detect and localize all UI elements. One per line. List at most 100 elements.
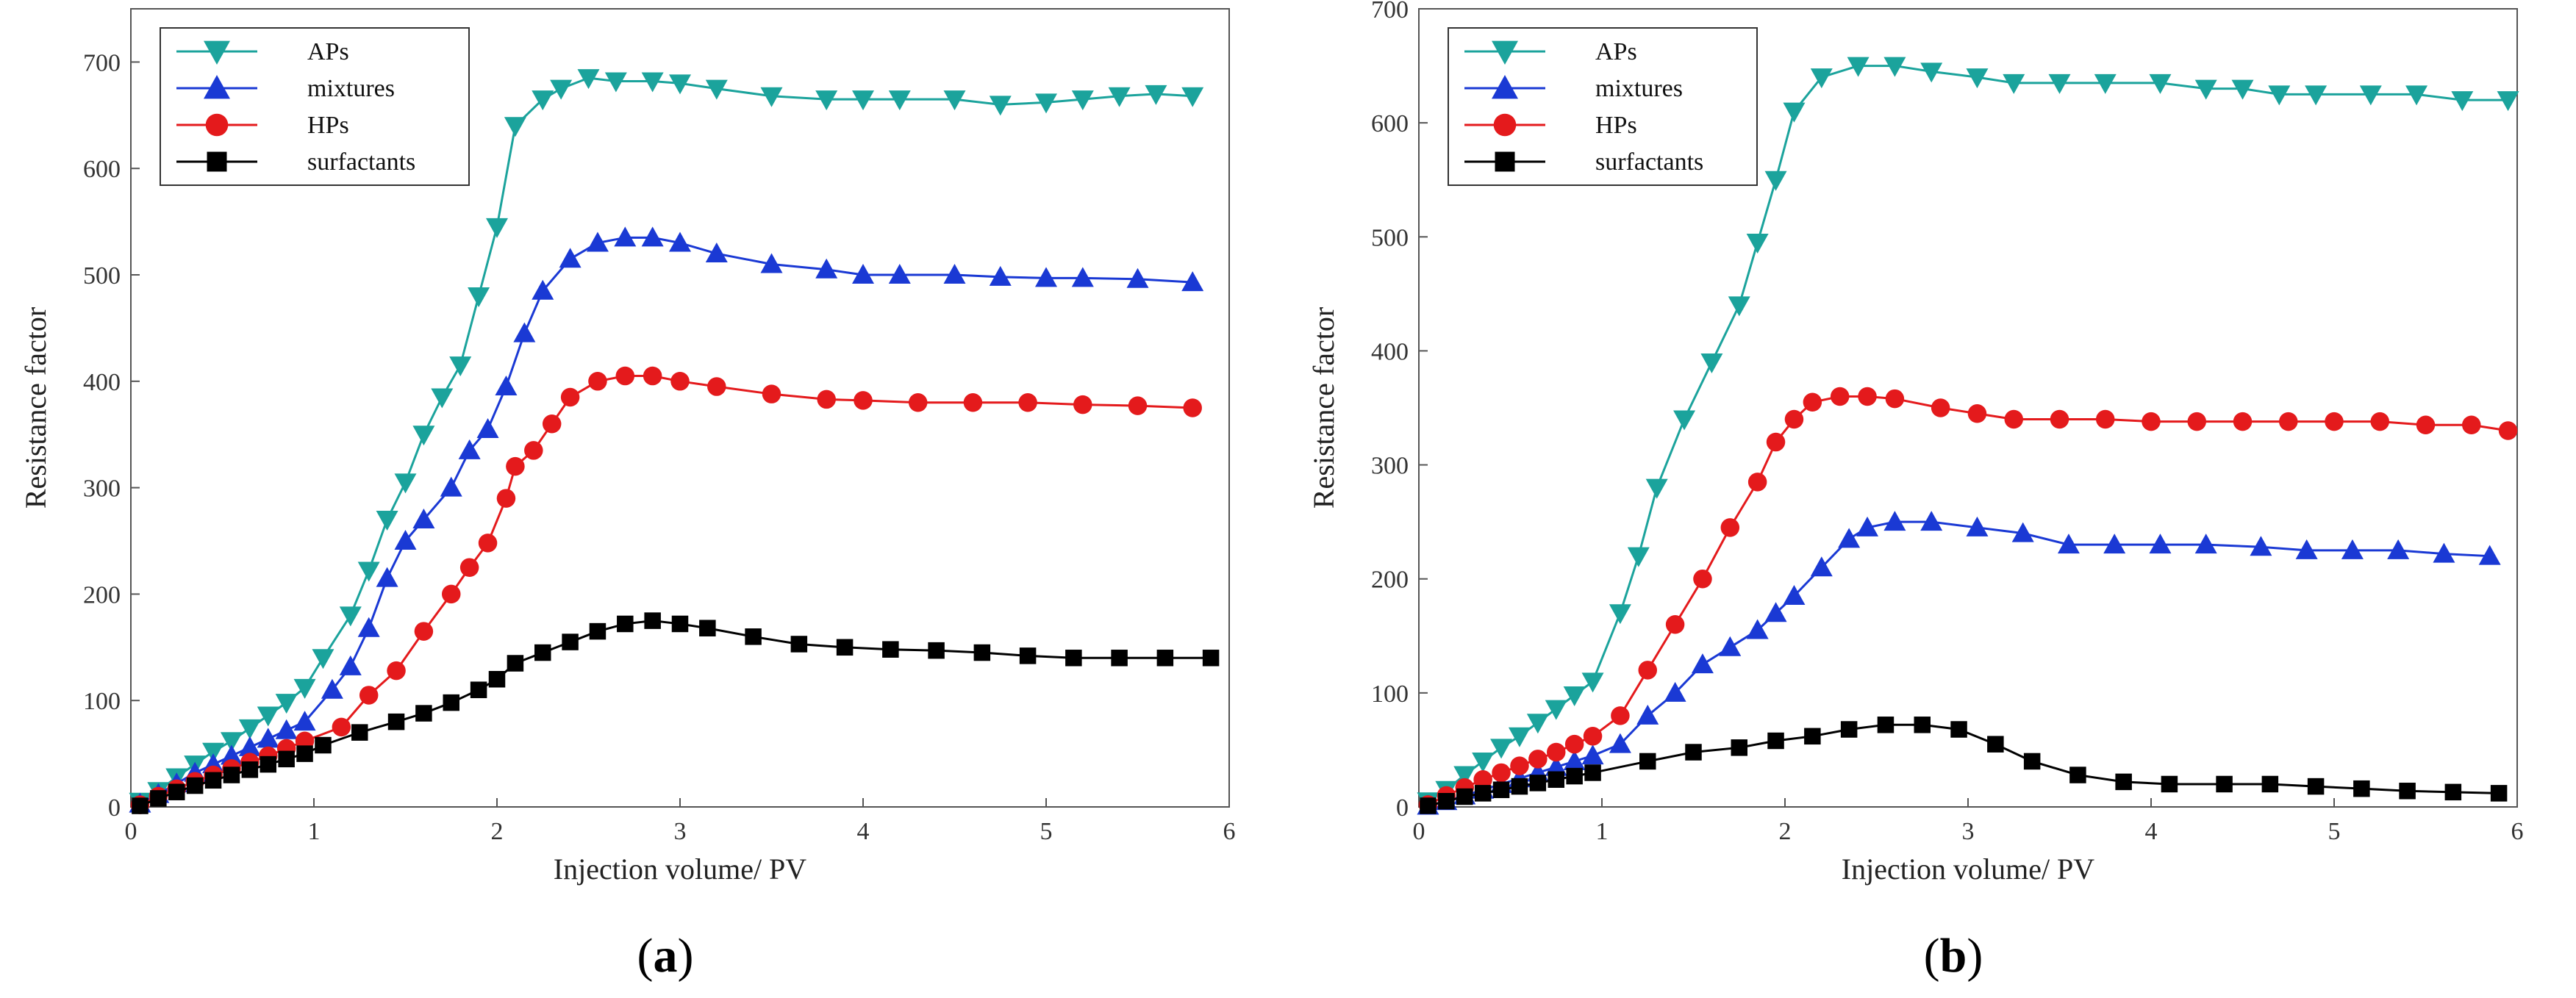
- chart-b-legend-marker: [1492, 40, 1518, 65]
- chart-a-data-point: [615, 366, 635, 386]
- chart-a-data-point: [1018, 393, 1037, 412]
- chart-a-data-point: [963, 393, 983, 412]
- chart-b-data-point: [1645, 478, 1668, 499]
- chart-a-series-line: [139, 236, 1193, 805]
- chart-b-data-point: [2341, 539, 2364, 559]
- chart-b-legend-label: APs: [1595, 38, 1637, 65]
- chart-a-data-point: [705, 243, 728, 263]
- chart-a-data-point: [534, 644, 551, 661]
- chart-a-data-point: [928, 642, 945, 659]
- chart-b-y-tick-label: 400: [1371, 338, 1409, 365]
- chart-a-data-point: [643, 366, 662, 386]
- chart-b-data-point: [2069, 767, 2086, 783]
- chart-a-data-point: [560, 387, 580, 407]
- chart-a-data-point: [559, 248, 582, 268]
- chart-a-series-line: [139, 76, 1193, 803]
- chart-a-data-point: [908, 393, 928, 412]
- chart-b-data-point: [1563, 686, 1586, 706]
- chart-b-data-point: [1914, 717, 1931, 733]
- chart-b-data-point: [1783, 102, 1806, 123]
- chart-b-data-point: [2433, 542, 2455, 563]
- chart-a-data-point: [359, 686, 379, 705]
- chart-b-legend-label: HPs: [1595, 112, 1637, 139]
- chart-b-data-point: [2295, 539, 2318, 559]
- chart-a-data-point: [443, 694, 459, 711]
- chart-a-data-point: [431, 388, 454, 409]
- chart-b-data-point: [1563, 750, 1586, 770]
- chart-b-data-point: [1877, 717, 1895, 733]
- chart-b-x-tick-label: 4: [2145, 818, 2158, 845]
- chart-a-data-point: [275, 694, 298, 714]
- chart-a-data-point: [376, 567, 398, 587]
- chart-b-data-point: [1638, 661, 1657, 680]
- chart-a-data-point: [836, 639, 854, 656]
- chart-a-data-point: [412, 426, 435, 446]
- chart-a-data-point: [351, 724, 368, 741]
- chart-b-data-point: [1885, 389, 1905, 409]
- chart-b-data-point: [1547, 742, 1566, 762]
- chart-b-data-point: [1453, 766, 1476, 786]
- chart-b-data-point: [1746, 619, 1769, 639]
- chart-a-data-point: [220, 732, 243, 753]
- chart-b-data-point: [2307, 778, 2325, 795]
- chart-a-data-point: [296, 745, 313, 762]
- chart-a-data-point: [339, 655, 362, 675]
- chart-a-x-tick-label: 3: [674, 818, 687, 845]
- chart-b-data-point: [1746, 234, 1769, 254]
- chart-b-data-point: [2498, 421, 2518, 440]
- chart-b-x-tick-label: 3: [1962, 818, 1975, 845]
- chart-b-data-point: [1528, 750, 1548, 769]
- chart-a-legend-marker: [207, 151, 227, 172]
- chart-b-legend-marker: [1495, 151, 1515, 172]
- chart-a-data-point: [973, 644, 991, 661]
- chart-b-data-point: [2149, 534, 2172, 554]
- chart-a-data-point: [1126, 268, 1149, 288]
- chart-a-data-point: [332, 717, 351, 737]
- chart-b-y-tick-label: 700: [1371, 0, 1409, 24]
- chart-b-data-point: [1830, 387, 1850, 406]
- chart-panel-a: 0 1 2 3 4 5 6 0 100 200 300 400 500 600 700 Injection v…: [19, 8, 1236, 983]
- chart-b-data-point: [1783, 584, 1806, 605]
- chart-a-data-point: [204, 772, 222, 789]
- chart-a-data-point: [641, 226, 664, 247]
- chart-a-data-point: [470, 681, 487, 698]
- chart-a-data-point: [223, 767, 240, 783]
- chart-a-data-point: [238, 736, 261, 756]
- chart-b-data-point: [1858, 387, 1877, 406]
- chart-b-x-tick-label: 6: [2511, 818, 2524, 845]
- chart-b-y-tick-label: 0: [1396, 794, 1409, 822]
- chart-a-data-point: [202, 742, 225, 763]
- chart-b-data-point: [1545, 700, 1567, 720]
- chart-b-data-point: [2444, 783, 2462, 801]
- chart-b-data-point: [1510, 756, 1529, 775]
- chart-a-data-point: [586, 231, 609, 252]
- chart-b-data-point: [1966, 68, 1989, 89]
- chart-b-data-point: [1566, 767, 1583, 785]
- chart-a-data-point: [1035, 93, 1057, 114]
- chart-a-data-point: [614, 226, 637, 247]
- chart-b-data-point: [2187, 412, 2206, 431]
- chart-b-data-point: [1492, 781, 1510, 798]
- chart-b-legend-label: mixtures: [1595, 75, 1683, 102]
- chart-a-x-tick-label: 5: [1040, 818, 1053, 845]
- chart-b-data-point: [2011, 522, 2034, 542]
- chart-a-data-point: [705, 79, 728, 100]
- chart-a-data-point: [760, 87, 783, 107]
- chart-b-data-point: [2103, 534, 2126, 554]
- chart-a-panel-label: (a): [637, 929, 694, 983]
- chart-a-data-point: [589, 622, 607, 640]
- chart-b-data-point: [1472, 752, 1495, 772]
- chart-b-data-point: [2279, 412, 2298, 431]
- chart-a-data-point: [293, 711, 316, 731]
- chart-a-data-point: [532, 279, 554, 300]
- chart-b-data-point: [2094, 73, 2117, 94]
- chart-a-data-point: [943, 90, 966, 111]
- chart-b-x-axis-title: Injection volume/ PV: [1842, 852, 2095, 886]
- chart-a-data-point: [854, 391, 873, 410]
- chart-b-data-point: [1564, 734, 1584, 754]
- chart-a-data-point: [817, 389, 836, 409]
- chart-a-data-point: [762, 384, 781, 403]
- chart-b-data-point: [1766, 432, 1786, 452]
- chart-b-data-point: [1691, 653, 1714, 674]
- chart-b-legend-label: surfactants: [1595, 148, 1703, 176]
